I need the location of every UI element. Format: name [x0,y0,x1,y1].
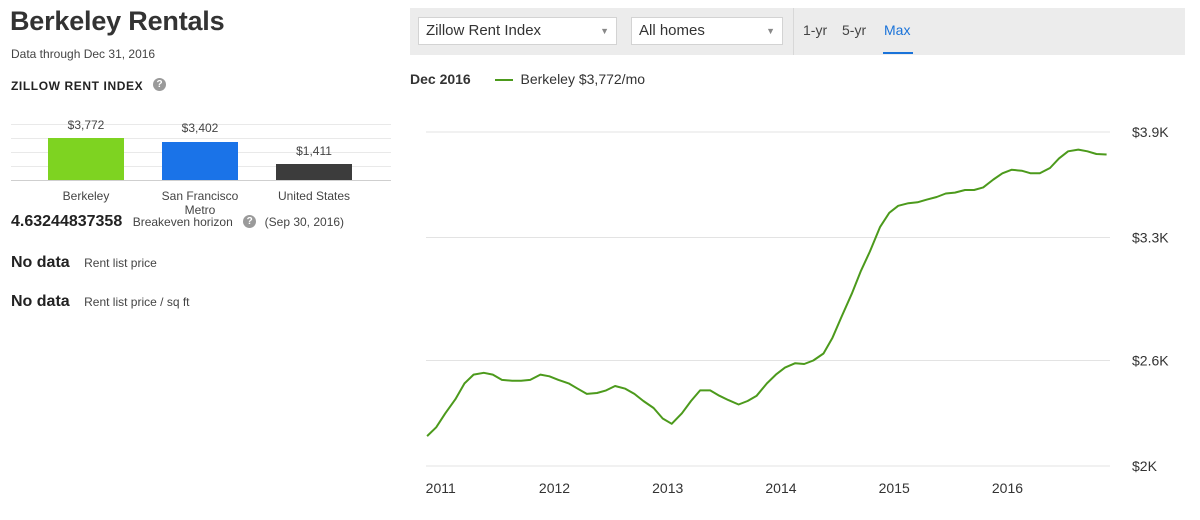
x-tick-label: 2014 [765,480,796,496]
home-type-select-value: All homes [639,22,705,39]
breakeven-value: 4.63244837358 [11,213,123,230]
x-tick-label: 2011 [426,480,456,496]
breakeven-metric: 4.63244837358 Breakeven horizon ? (Sep 3… [11,213,344,231]
rent-list-price-sqft-label: Rent list price / sq ft [84,295,190,309]
bar-label-berkeley: Berkeley [62,189,110,203]
bar-value-united-states: $1,411 [296,144,332,158]
summary-panel: Berkeley Rentals Data through Dec 31, 20… [0,0,400,520]
range-5yr-button[interactable]: 5-yr [842,22,867,38]
legend-series-label: Berkeley $3,772/mo [520,71,646,87]
bar-value-san-francisco-metro: $3,402 [181,121,219,135]
x-tick-label: 2015 [879,480,910,496]
bar-gridline [11,138,391,139]
rent-list-price-sqft-metric: No data Rent list price / sq ft [11,293,190,311]
x-tick-label: 2012 [539,480,570,496]
bar-baseline [11,180,391,181]
x-tick-label: 2013 [652,480,683,496]
rent-list-price-value: No data [11,254,70,271]
chevron-down-icon: ▼ [600,26,609,36]
help-icon[interactable]: ? [243,215,257,229]
active-range-indicator [883,52,913,54]
index-type-select[interactable]: Zillow Rent Index ▼ [418,17,617,45]
chart-panel: Zillow Rent Index ▼ All homes ▼ 1-yr 5-y… [410,0,1200,520]
toolbar-divider [793,8,794,55]
y-tick-label: $3.9K [1132,124,1169,140]
bar-berkeley [48,138,124,180]
legend-swatch [494,79,513,82]
rent-index-line-chart[interactable]: $2K $2.6K $3.3K $3.9K 2011 2012 2013 2014 2015 20… [410,110,1200,510]
rent-comparison-bar-chart: $3,772 Berkeley $3,402 San Francisco Met… [11,110,391,220]
bar-label-united-states: United States [277,189,351,203]
home-type-select[interactable]: All homes ▼ [631,17,783,45]
chart-legend: Dec 2016 Berkeley $3,772/mo [410,71,645,87]
rent-list-price-label: Rent list price [84,256,157,270]
bar-san-francisco-metro [162,142,238,180]
bar-gridline [11,124,391,125]
rent-list-price-metric: No data Rent list price [11,254,157,272]
bar-label-san-francisco-metro: San Francisco Metro [161,189,239,217]
y-tick-label: $2.6K [1132,353,1169,369]
y-tick-label: $3.3K [1132,229,1169,245]
breakeven-label: Breakeven horizon [132,215,233,229]
y-tick-label: $2K [1132,458,1158,474]
chevron-down-icon: ▼ [766,26,775,36]
chart-toolbar: Zillow Rent Index ▼ All homes ▼ 1-yr 5-y… [410,8,1185,55]
range-max-button[interactable]: Max [884,22,911,38]
bar-united-states [276,164,352,180]
zillow-rent-index-heading: ZILLOW RENT INDEX [11,79,144,93]
legend-date: Dec 2016 [410,71,471,87]
page-title: Berkeley Rentals [10,6,225,36]
x-tick-label: 2016 [992,480,1023,496]
range-1yr-button[interactable]: 1-yr [803,22,828,38]
bar-value-berkeley: $3,772 [67,118,105,132]
data-date-note: Data through Dec 31, 2016 [11,47,156,61]
help-icon[interactable]: ? [153,78,166,91]
rent-list-price-sqft-value: No data [11,293,70,310]
index-type-select-value: Zillow Rent Index [426,22,542,39]
series-line-berkeley [426,148,1107,437]
breakeven-date: (Sep 30, 2016) [264,215,345,229]
